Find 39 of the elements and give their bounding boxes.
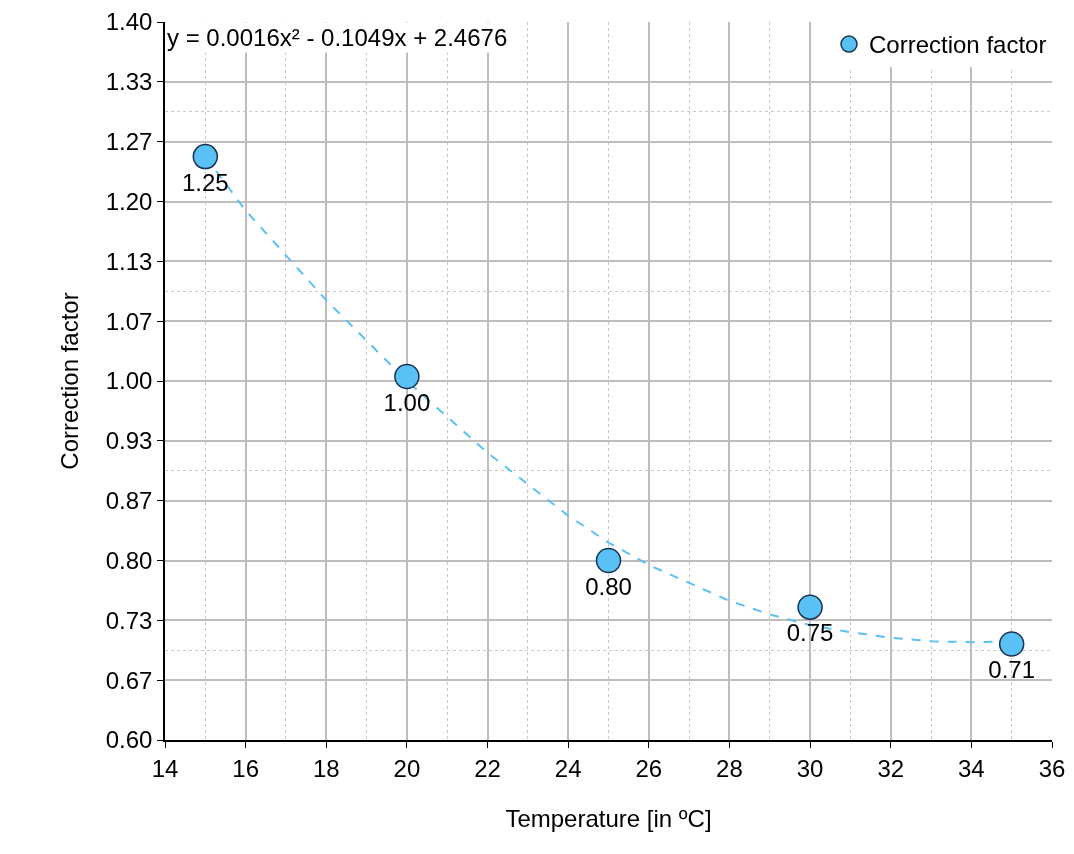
y-tick-label: 0.60: [105, 726, 153, 754]
y-tick-label: 1.13: [105, 247, 153, 275]
y-tick-label: 1.00: [105, 367, 153, 395]
point: [998, 631, 1025, 657]
data-label: 0.71: [988, 655, 1036, 683]
x-tick-label: 20: [393, 754, 421, 782]
y-tick-label: 1.33: [105, 68, 153, 96]
data-label: 0.80: [585, 572, 632, 600]
x-tick-label: 22: [474, 754, 501, 782]
point: [192, 143, 219, 170]
y-tick-label: 1.40: [105, 8, 153, 36]
legend-label: Correction factor: [869, 31, 1047, 59]
y-axis-title: Correction factor: [56, 292, 84, 470]
x-tick-label: 26: [635, 754, 663, 782]
point: [797, 594, 823, 620]
x-tick-label: 18: [312, 754, 340, 782]
x-tick-label: 14: [151, 754, 179, 782]
data-label: 1.00: [383, 388, 431, 416]
x-tick-label: 30: [796, 754, 824, 782]
y-tick-label: 0.67: [105, 666, 153, 694]
x-tick-label: 16: [232, 754, 259, 782]
x-tick-label: 24: [554, 754, 582, 782]
y-tick-label: 0.93: [105, 427, 153, 455]
data-label: 0.75: [786, 619, 834, 647]
y-tick-label: 1.27: [105, 128, 153, 156]
y-tick-label: 0.73: [105, 606, 153, 634]
x-tick-label: 36: [1038, 754, 1066, 782]
annotation: y = 0.0016x² - 0.1049x + 2.4676: [167, 24, 508, 51]
data-label: 1.25: [181, 168, 229, 196]
point: [394, 363, 420, 390]
point: [595, 547, 622, 574]
x-axis-title: Temperature [in ºC]: [505, 805, 712, 833]
y-tick-label: 1.07: [105, 307, 153, 335]
x-tick-label: 32: [877, 754, 905, 782]
y-tick-label: 0.80: [105, 546, 153, 574]
x-tick-label: 28: [716, 754, 743, 782]
y-tick-label: 0.87: [105, 487, 153, 515]
x-tick-label: 34: [958, 754, 985, 782]
y-tick-label: 1.20: [105, 187, 153, 215]
